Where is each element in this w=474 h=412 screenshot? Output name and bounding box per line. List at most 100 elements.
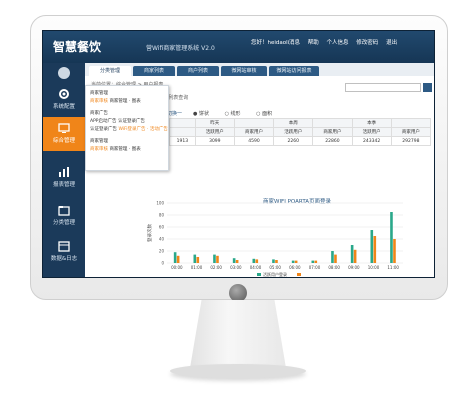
table-cell: 活跃用户 <box>273 127 314 137</box>
radio-label: 面积 <box>262 111 273 117</box>
main-content: 分类管理 商家列表 商户列表 微网站审核 微网站访问报表 当前位置：综合管理 >… <box>85 63 434 277</box>
legend-label: 活跃用户登录 <box>263 271 287 277</box>
bar <box>213 254 216 263</box>
power-button-icon <box>229 284 247 302</box>
bar <box>294 260 298 263</box>
y-tick-label: 100 <box>156 201 164 206</box>
sidebar-item-data-logs[interactable]: 数据&日志 <box>43 235 85 269</box>
table-row: 活跃用户 商家用户 活跃用户 商家用户 活跃用户 商家用户 <box>169 127 432 137</box>
bar <box>291 260 295 263</box>
sidebar-item-system-config[interactable]: 系统配置 <box>43 83 85 117</box>
monitor-stand <box>190 300 286 368</box>
bar <box>272 259 275 263</box>
table-cell: 本周 <box>273 118 314 128</box>
x-tick-label: 09:00 <box>348 265 360 270</box>
menu-popup: 商家管理 商家审核 商家管理 · 图表 商家广告 APP启动广告 认证登录广告 … <box>85 85 169 171</box>
table-cell: 商家用户 <box>390 127 432 137</box>
table-cell <box>169 118 196 128</box>
bar <box>193 254 197 263</box>
x-tick-label: 01:00 <box>191 265 203 270</box>
sidebar-item-label: 报表管理 <box>52 182 75 188</box>
search-icon[interactable] <box>423 83 432 92</box>
popup-link[interactable]: 商家审核 商家管理 · 图表 <box>90 146 141 152</box>
popup-link-text: 商家审核 <box>90 99 108 104</box>
x-tick-label: 03:00 <box>230 265 242 270</box>
table-cell <box>390 118 432 128</box>
chart-title: 商家WIFI POARTA页面登录 <box>263 199 332 205</box>
popup-extra: 商家管理 · 图表 <box>109 99 141 104</box>
top-link-help[interactable]: 帮助 <box>307 40 319 46</box>
tab-merchant-list[interactable]: 商家列表 <box>133 66 175 76</box>
bar-chart: 0 20 40 60 80 100 登录次数 00:00 01:00 02:00 03:00 04:0… <box>146 201 403 277</box>
screen: 智慧餐饮 营Wifi商家管理系统 V2.0 您好！heidaoli 消息 帮助 … <box>42 30 435 278</box>
popup-link-text: 商家审核 <box>90 147 108 152</box>
popup-item-text: 认证登录广告 <box>90 127 117 132</box>
table-cell: 活跃用户 <box>194 127 235 137</box>
switch-label[interactable]: 切换一 <box>167 111 183 117</box>
y-tick-label: 60 <box>159 225 165 230</box>
table-cell: 243342 <box>351 136 392 146</box>
bar <box>311 260 315 263</box>
monitor-icon <box>58 123 70 133</box>
radio-area[interactable]: ○ 面积 <box>256 111 273 117</box>
x-tick-label: 06:00 <box>289 265 301 270</box>
bar-chart-icon <box>59 167 69 177</box>
top-link-messages[interactable]: 消息 <box>289 40 301 46</box>
subtab-user-query[interactable]: 用户列表查询 <box>158 95 189 101</box>
tab-microsite-report[interactable]: 微网站访问报表 <box>269 66 319 76</box>
sidebar-item-label: 数据&日志 <box>50 256 78 262</box>
tab-bar: 分类管理 商家列表 商户列表 微网站审核 微网站访问报表 <box>85 63 434 76</box>
top-links: 消息 帮助 个人信息 修改密码 退出 <box>289 38 403 46</box>
folder-icon <box>58 206 70 216</box>
popup-item[interactable]: 认证登录广告 WiFi登录广告 · 活动广告 <box>90 126 168 132</box>
y-tick-label: 20 <box>159 249 165 254</box>
bar <box>232 258 236 263</box>
popup-link[interactable]: 商家审核 商家管理 · 图表 <box>90 98 141 104</box>
table-cell: 3099 <box>194 136 235 146</box>
sidebar-item-label: 系统配置 <box>52 104 75 110</box>
radio-pie[interactable]: ● 饼状 <box>193 111 209 117</box>
table-cell: 商家用户 <box>233 127 275 137</box>
popup-extra: WiFi登录广告 · 活动广告 <box>118 127 168 132</box>
user-greeting: 您好！heidaoli <box>251 40 290 46</box>
sidebar-item-integrated-mgmt[interactable]: 综合管理 <box>43 117 85 151</box>
bar <box>390 212 393 263</box>
bar <box>216 255 219 263</box>
radio-label: 线形 <box>230 111 241 117</box>
table-cell: 292798 <box>390 136 432 146</box>
x-tick-label: 10:00 <box>368 265 380 270</box>
bar <box>331 251 334 263</box>
bar <box>275 260 278 263</box>
home-circle-icon[interactable] <box>58 67 70 79</box>
top-link-password[interactable]: 修改密码 <box>356 40 379 46</box>
tab-user-list[interactable]: 商户列表 <box>177 66 219 76</box>
x-tick-label: 08:00 <box>328 265 340 270</box>
view-options: ● 饼状 ○ 线形 ○ 面积 <box>193 110 286 117</box>
table-cell <box>312 118 353 128</box>
popup-item[interactable]: APP启动广告 认证登录广告 <box>90 118 145 124</box>
bar <box>252 258 256 263</box>
popup-extra: 认证登录广告 <box>117 119 145 124</box>
bar <box>235 260 239 263</box>
legend-swatch <box>297 273 301 276</box>
sidebar: 系统配置 综合管理 报表管理 分类管理 数据&日志 <box>43 63 85 277</box>
y-tick-label: 40 <box>159 237 165 242</box>
sidebar-item-reports[interactable]: 报表管理 <box>43 161 85 195</box>
tab-microsite-review[interactable]: 微网站审核 <box>221 66 267 76</box>
top-link-profile[interactable]: 个人信息 <box>326 40 349 46</box>
top-link-logout[interactable]: 退出 <box>386 40 398 46</box>
bar <box>173 252 177 263</box>
table-cell: 1913 <box>169 136 196 146</box>
bar <box>350 245 354 263</box>
tab-category[interactable]: 分类管理 <box>89 66 131 76</box>
y-axis-label: 登录次数 <box>146 224 153 242</box>
sidebar-item-category[interactable]: 分类管理 <box>43 199 85 233</box>
bar <box>373 236 377 263</box>
search-input[interactable] <box>345 83 421 92</box>
table-cell <box>233 118 275 128</box>
radio-line[interactable]: ○ 线形 <box>224 111 241 117</box>
app-logo: 智慧餐饮 <box>53 40 102 54</box>
top-bar: 智慧餐饮 营Wifi商家管理系统 V2.0 您好！heidaoli 消息 帮助 … <box>43 31 434 63</box>
bar <box>176 255 180 263</box>
y-tick-label: 80 <box>159 213 165 218</box>
